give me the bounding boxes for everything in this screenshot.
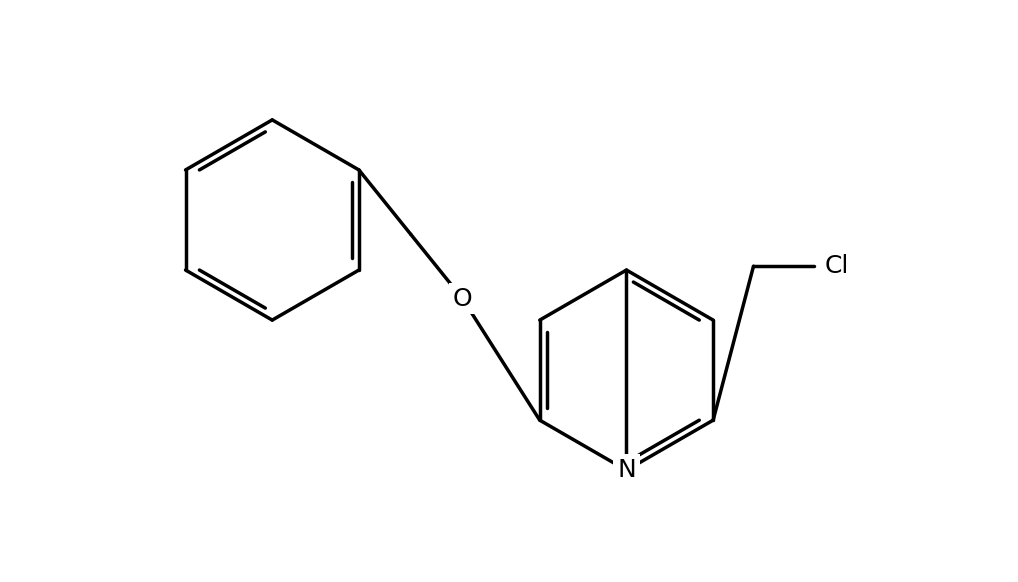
Text: N: N	[617, 458, 636, 482]
Text: Cl: Cl	[825, 254, 849, 278]
Text: O: O	[453, 286, 472, 311]
